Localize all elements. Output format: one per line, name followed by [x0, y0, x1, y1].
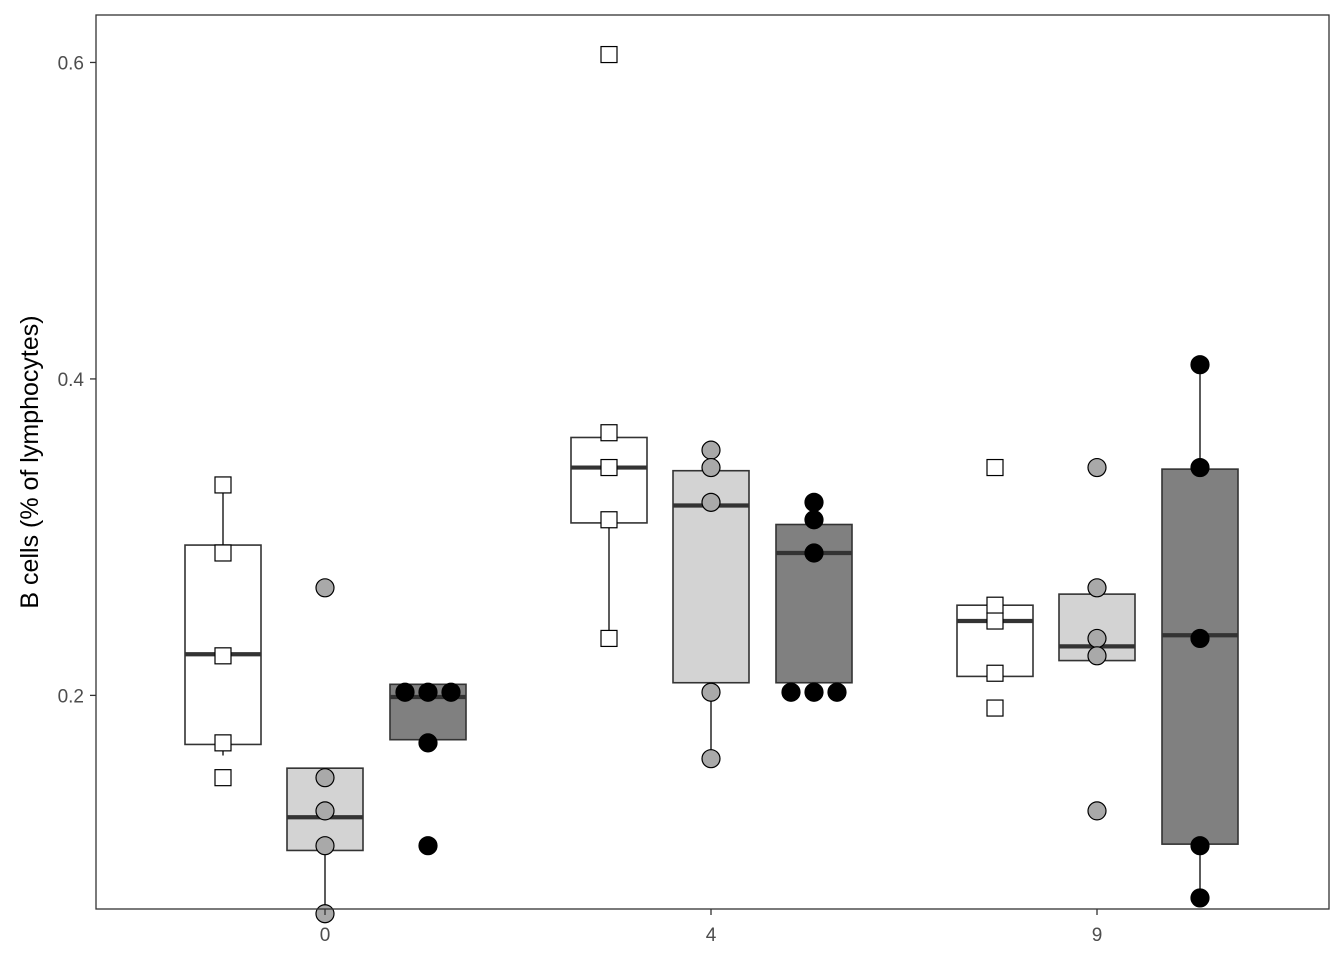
- data-point: [600, 629, 618, 648]
- data-point: [1190, 888, 1210, 908]
- data-point: [804, 492, 824, 512]
- data-point: [315, 801, 335, 821]
- data-point: [701, 457, 721, 478]
- data-point: [315, 578, 335, 598]
- axes: 0.2 0.4 0.6 0 4 9: [58, 53, 1103, 946]
- data-point: [1087, 646, 1107, 666]
- x-tick-label: 0: [320, 925, 331, 946]
- data-point: [315, 836, 335, 856]
- data-point: [441, 682, 461, 702]
- y-tick-label: 0.6: [58, 53, 84, 74]
- data-point: [315, 768, 335, 788]
- data-point: [418, 733, 438, 753]
- data-point: [804, 682, 824, 702]
- data-point: [600, 424, 618, 442]
- data-point: [214, 476, 232, 494]
- data-point: [214, 647, 232, 665]
- plot-content: [184, 45, 1239, 924]
- data-point: [986, 458, 1004, 477]
- data-point: [1190, 355, 1210, 375]
- x-tick-label: 9: [1092, 925, 1103, 946]
- data-point: [804, 510, 824, 530]
- data-point: [827, 682, 847, 702]
- data-point: [1190, 457, 1210, 478]
- box: [184, 544, 262, 746]
- y-tick-label: 0.2: [58, 686, 84, 707]
- data-point: [986, 596, 1004, 614]
- x-tick-label: 4: [706, 925, 717, 946]
- data-point: [986, 664, 1004, 682]
- data-point: [214, 734, 232, 752]
- data-point: [1087, 801, 1107, 821]
- data-point: [701, 682, 721, 702]
- data-point: [214, 769, 232, 787]
- y-axis-title: B cells (% of lymphocytes): [16, 315, 44, 608]
- data-point: [701, 749, 721, 769]
- y-tick-label: 0.4: [58, 370, 85, 391]
- data-point: [418, 836, 438, 856]
- data-point: [418, 682, 438, 702]
- data-point: [600, 511, 618, 529]
- data-point: [600, 458, 618, 477]
- data-point: [600, 45, 618, 64]
- box: [1161, 468, 1239, 845]
- data-point: [395, 682, 415, 702]
- plot-panel-border: [95, 14, 1330, 910]
- data-point: [986, 612, 1004, 630]
- box: [570, 436, 648, 524]
- data-point: [781, 682, 801, 702]
- data-point: [1087, 628, 1107, 649]
- data-point: [1190, 628, 1210, 649]
- data-point: [1087, 578, 1107, 598]
- data-point: [804, 543, 824, 563]
- data-point: [1087, 457, 1107, 478]
- data-point: [214, 544, 232, 562]
- data-point: [986, 699, 1004, 717]
- data-point: [701, 492, 721, 512]
- data-point: [1190, 836, 1210, 856]
- data-point: [701, 440, 721, 460]
